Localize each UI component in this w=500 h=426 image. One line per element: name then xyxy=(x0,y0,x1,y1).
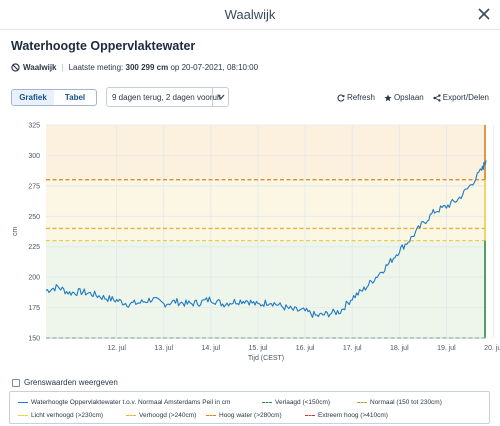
window-title: Waalwijk xyxy=(224,7,276,22)
legend-label: Waterhoogte Oppervlaktewater t.o.v. Norm… xyxy=(31,399,231,406)
page-title: Waterhoogte Oppervlaktewater xyxy=(11,39,196,53)
y-tick-label: 150 xyxy=(28,336,40,343)
zone-normaal xyxy=(46,240,486,338)
range-select-value: 9 dagen terug, 2 dagen vooruit xyxy=(112,92,221,102)
threshold-checkbox-label: Grenswaarden weergeven xyxy=(24,378,118,387)
x-tick-label: 17. jul xyxy=(343,345,362,352)
legend-item-licht-verhoogd[interactable]: Licht verhoogd (>230cm) xyxy=(18,412,103,419)
legend-item-series[interactable]: Waterhoogte Oppervlaktewater t.o.v. Norm… xyxy=(18,399,230,406)
chart-actions: Refresh Opslaan Export/Delen xyxy=(328,93,489,102)
y-tick-label: 250 xyxy=(28,214,40,221)
zone-hoog-water xyxy=(46,125,486,180)
save-button[interactable]: Opslaan xyxy=(384,93,424,102)
x-tick-label: 19. jul xyxy=(437,345,456,352)
x-tick-label: 15. jul xyxy=(249,345,268,352)
tab-tabel[interactable]: Tabel xyxy=(64,93,86,102)
legend-swatch xyxy=(262,402,272,403)
x-tick-label: 14. jul xyxy=(202,345,221,352)
legend-item-verhoogd[interactable]: Verhoogd (>240cm) xyxy=(126,412,196,419)
legend-label: Verlaagd (<150cm) xyxy=(275,399,331,406)
legend-swatch xyxy=(18,402,28,403)
y-tick-label: 200 xyxy=(28,275,40,282)
tab-grafiek[interactable]: Grafiek xyxy=(12,90,54,105)
star-icon xyxy=(384,93,392,101)
share-icon xyxy=(433,93,441,102)
legend-swatch xyxy=(206,415,216,416)
export-label: Export/Delen xyxy=(442,93,489,102)
y-tick-label: 175 xyxy=(28,305,40,312)
legend-item-hoog-water[interactable]: Hoog water (>280cm) xyxy=(206,412,282,419)
threshold-checkbox[interactable] xyxy=(12,378,20,387)
close-icon[interactable] xyxy=(476,6,492,22)
legend-swatch xyxy=(357,402,367,403)
view-toggle: Grafiek Tabel xyxy=(11,89,97,106)
series-line xyxy=(45,160,487,318)
legend-swatch xyxy=(305,415,315,416)
legend-label: Licht verhoogd (>230cm) xyxy=(31,412,104,419)
y-tick-label: 325 xyxy=(28,123,40,130)
chevron-down-icon xyxy=(212,88,228,106)
legend-swatch xyxy=(18,415,28,416)
location-name: Waalwijk xyxy=(23,63,57,72)
x-axis-label: Tijd (CEST) xyxy=(248,355,284,362)
y-tick-label: 225 xyxy=(28,244,40,251)
x-tick-label: 13. jul xyxy=(154,345,173,352)
y-axis-label: cm xyxy=(12,227,19,237)
legend-item-verlaagd[interactable]: Verlaagd (<150cm) xyxy=(262,399,330,406)
legend-label: Extreem hoog (>410cm) xyxy=(318,412,388,419)
last-measurement-value: 300 299 cm xyxy=(125,63,169,72)
y-tick-label: 275 xyxy=(28,183,40,190)
legend-label: Normaal (150 tot 230cm) xyxy=(370,399,442,406)
last-measurement-time: op 20-07-2021, 08:10:00 xyxy=(170,63,259,72)
refresh-label: Refresh xyxy=(346,93,375,102)
legend-label: Hoog water (>280cm) xyxy=(219,412,282,419)
zone-verhoogd xyxy=(46,179,486,241)
x-tick-label: 18. jul xyxy=(390,345,409,352)
x-tick-label: 20. jul xyxy=(484,345,500,352)
x-tick-label: 12. jul xyxy=(107,345,126,352)
water-level-chart: 150 175 200 225 250 275 300 325 12. jul 13. jul 14… xyxy=(0,113,500,363)
y-tick-label: 300 xyxy=(28,153,40,160)
measurement-info: Waalwijk | Laatste meting: 300 299 cm op… xyxy=(11,63,258,72)
threshold-toggle[interactable]: Grenswaarden weergeven xyxy=(12,378,118,387)
legend-item-normaal[interactable]: Normaal (150 tot 230cm) xyxy=(357,399,442,406)
separator: | xyxy=(61,63,64,72)
legend-swatch xyxy=(126,415,136,416)
legend-label: Verhoogd (>240cm) xyxy=(139,412,197,419)
refresh-button[interactable]: Refresh xyxy=(337,93,375,102)
save-label: Opslaan xyxy=(393,93,424,102)
refresh-icon xyxy=(337,94,345,102)
chart-legend: Waterhoogte Oppervlaktewater t.o.v. Norm… xyxy=(9,391,490,424)
x-tick-label: 16. jul xyxy=(296,345,315,352)
chart-canvas: 150 175 200 225 250 275 300 325 12. jul 13. jul 14… xyxy=(12,123,500,363)
location-icon xyxy=(11,63,20,72)
last-measurement-label: Laatste meting: xyxy=(68,63,124,72)
window-header: Waalwijk xyxy=(0,0,500,30)
export-button[interactable]: Export/Delen xyxy=(433,93,489,102)
legend-item-extreem-hoog[interactable]: Extreem hoog (>410cm) xyxy=(305,412,388,419)
range-select[interactable]: 9 dagen terug, 2 dagen vooruit xyxy=(106,87,229,107)
